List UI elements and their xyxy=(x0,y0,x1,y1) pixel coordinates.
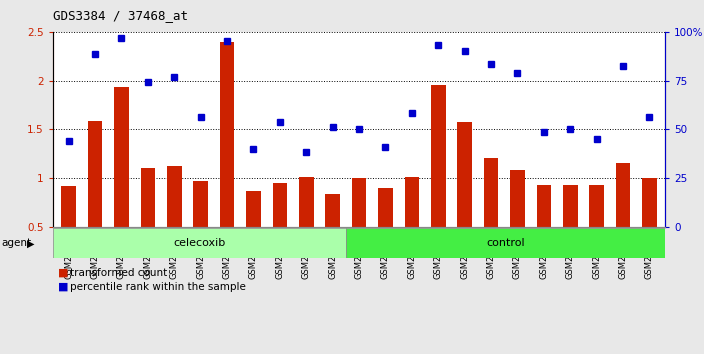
Text: control: control xyxy=(486,238,524,249)
Bar xyxy=(272,183,287,275)
Bar xyxy=(431,85,446,275)
Bar xyxy=(88,121,102,275)
Bar xyxy=(194,181,208,275)
Bar xyxy=(220,42,234,275)
Bar xyxy=(616,163,630,275)
Bar xyxy=(61,185,76,275)
Bar xyxy=(405,177,419,275)
Bar xyxy=(114,87,129,275)
Bar xyxy=(299,177,313,275)
Bar xyxy=(510,170,524,275)
Text: transformed count: transformed count xyxy=(70,268,168,278)
Bar xyxy=(378,188,393,275)
Bar xyxy=(536,185,551,275)
Text: ■: ■ xyxy=(58,282,68,292)
Bar xyxy=(167,166,182,275)
Bar xyxy=(458,122,472,275)
Text: percentile rank within the sample: percentile rank within the sample xyxy=(70,282,246,292)
Text: agent: agent xyxy=(1,238,32,249)
Bar xyxy=(484,159,498,275)
Text: GDS3384 / 37468_at: GDS3384 / 37468_at xyxy=(53,9,188,22)
Bar xyxy=(563,185,577,275)
Text: ■: ■ xyxy=(58,268,68,278)
Bar xyxy=(352,178,366,275)
Bar xyxy=(325,194,340,275)
Bar xyxy=(246,190,260,275)
Text: celecoxib: celecoxib xyxy=(173,238,225,249)
Bar xyxy=(589,185,604,275)
Text: ▶: ▶ xyxy=(27,238,34,249)
Bar xyxy=(53,228,346,258)
Bar xyxy=(141,168,155,275)
Bar xyxy=(642,178,657,275)
Bar xyxy=(346,228,665,258)
